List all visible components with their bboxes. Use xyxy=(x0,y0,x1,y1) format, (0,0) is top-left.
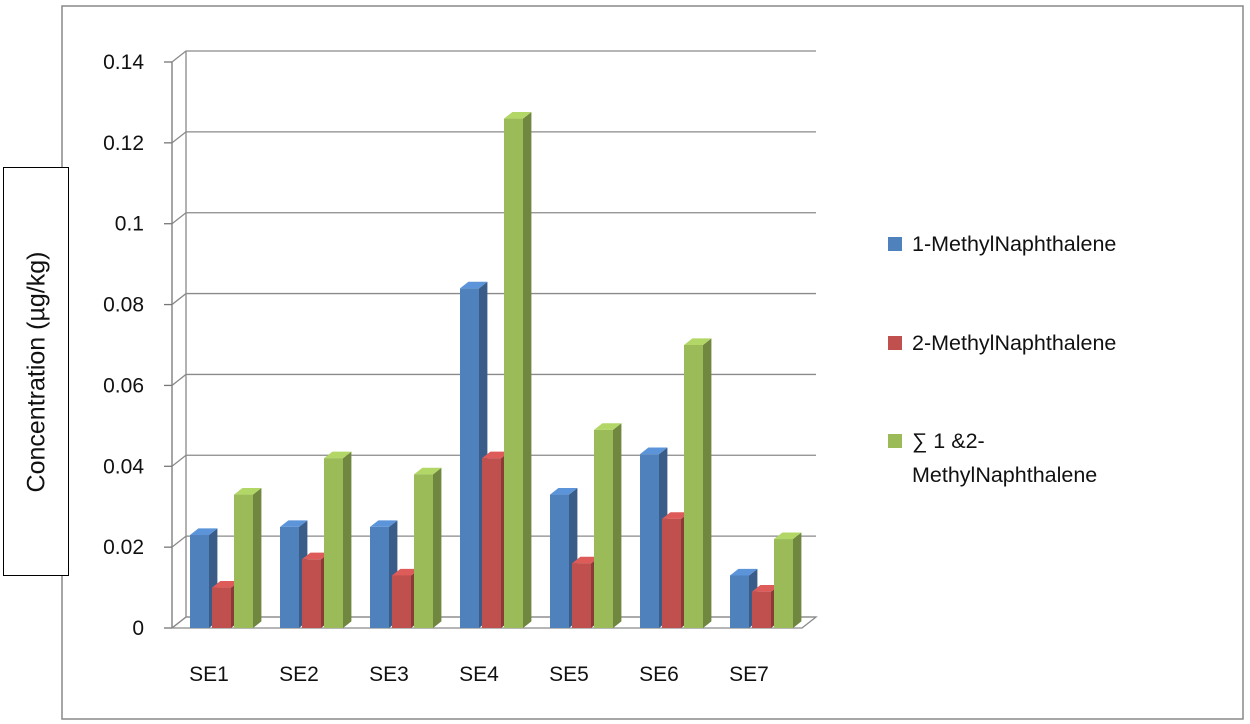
y-tick-label-5: 0.1 xyxy=(115,213,144,236)
y-tick-labels: 0 0.02 0.04 0.06 0.08 0.1 0.12 0.14 xyxy=(103,51,144,640)
bars xyxy=(190,112,802,628)
gridline-3 xyxy=(171,373,816,386)
y-tick-label-3: 0.06 xyxy=(103,374,144,397)
bar-SE2-3 xyxy=(324,451,352,628)
legend-swatch-1 xyxy=(888,237,902,251)
legend-label-2: 2-MethylNaphthalene xyxy=(912,331,1117,355)
x-tick-label-SE4: SE4 xyxy=(459,663,499,686)
x-tick-label-SE5: SE5 xyxy=(549,663,589,686)
legend-label-1: 1-MethylNaphthalene xyxy=(912,232,1117,256)
y-tick-label-0: 0 xyxy=(132,617,144,640)
y-tick-label-1: 0.02 xyxy=(103,536,144,559)
bar-SE5-3 xyxy=(594,423,622,628)
x-tick-label-SE2: SE2 xyxy=(279,663,319,686)
gridlines xyxy=(164,50,818,629)
legend-swatch-3 xyxy=(888,434,902,448)
bar-SE3-3 xyxy=(414,467,442,628)
x-tick-label-SE1: SE1 xyxy=(189,663,229,686)
bar-SE1-3 xyxy=(234,487,262,628)
bar-SE7-3 xyxy=(774,532,802,628)
gridline-4 xyxy=(171,292,816,306)
y-tick-label-7: 0.14 xyxy=(103,51,144,74)
y-tick-label-6: 0.12 xyxy=(103,132,144,155)
y-tick-label-2: 0.04 xyxy=(103,455,144,478)
floor xyxy=(170,616,818,629)
gridline-6 xyxy=(171,131,816,144)
y-axis-title-box: Concentration (µg/kg) xyxy=(3,167,69,576)
bar-SE6-3 xyxy=(684,338,712,628)
x-tick-label-SE7: SE7 xyxy=(729,663,769,686)
gridline-7 xyxy=(171,50,816,63)
legend-label-3: ∑ 1 &2- MethylNaphthalene xyxy=(912,429,1098,487)
gridline-5 xyxy=(171,212,816,225)
bar-SE4-3 xyxy=(504,112,532,628)
legend-swatch-2 xyxy=(888,336,902,350)
y-axis-title: Concentration (µg/kg) xyxy=(22,251,51,493)
x-tick-label-SE3: SE3 xyxy=(369,663,409,686)
x-tick-labels: SE1 SE2 SE3 SE4 SE5 SE6 SE7 xyxy=(189,663,769,686)
x-tick-label-SE6: SE6 xyxy=(639,663,679,686)
y-tick-label-4: 0.08 xyxy=(103,294,144,317)
